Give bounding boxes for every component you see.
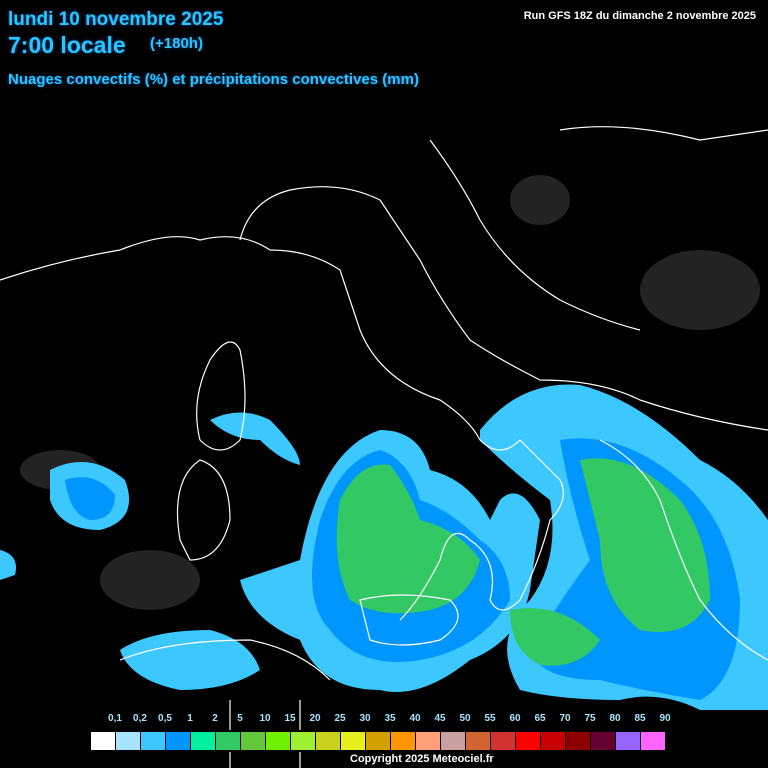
legend-color-swatch	[540, 731, 566, 751]
legend-color-swatch	[490, 731, 516, 751]
legend-label: 30	[359, 713, 371, 724]
legend-color-swatch	[265, 731, 291, 751]
legend-label: 50	[459, 713, 471, 724]
legend-label: 90	[659, 713, 671, 724]
legend-label: 10	[259, 713, 271, 724]
legend-color-swatch	[590, 731, 616, 751]
legend-color-swatch	[390, 731, 416, 751]
legend-color-swatch	[440, 731, 466, 751]
model-run-info: Run GFS 18Z du dimanche 2 novembre 2025	[523, 10, 756, 22]
legend-label: 0,2	[133, 713, 147, 724]
legend-color-swatch	[215, 731, 241, 751]
legend-label: 40	[409, 713, 421, 724]
parameter-title: Nuages convectifs (%) et précipitations …	[8, 71, 419, 88]
legend-label: 2	[212, 713, 218, 724]
legend-color-swatch	[415, 731, 441, 751]
legend-label: 65	[534, 713, 546, 724]
color-scale-legend	[90, 730, 667, 752]
legend-label: 80	[609, 713, 621, 724]
legend-color-swatch	[190, 731, 216, 751]
legend-label: 35	[384, 713, 396, 724]
copyright: Copyright 2025 Meteociel.fr	[350, 753, 494, 765]
legend-color-swatch	[115, 731, 141, 751]
legend-color-swatch	[290, 731, 316, 751]
legend-label: 75	[584, 713, 596, 724]
coastlines-borders	[0, 126, 768, 768]
precipitation-heavy	[336, 458, 710, 666]
legend-label: 55	[484, 713, 496, 724]
legend-label: 5	[237, 713, 243, 724]
forecast-local-time: 7:00 locale	[8, 32, 126, 58]
legend-color-swatch	[640, 731, 666, 751]
legend-color-swatch	[140, 731, 166, 751]
legend-color-swatch	[365, 731, 391, 751]
legend-color-swatch	[240, 731, 266, 751]
legend-label: 85	[634, 713, 646, 724]
legend-label: 70	[559, 713, 571, 724]
legend-color-swatch	[340, 731, 366, 751]
legend-color-swatch	[315, 731, 341, 751]
legend-label: 0,1	[108, 713, 122, 724]
legend-label: 20	[309, 713, 321, 724]
legend-color-swatch	[565, 731, 591, 751]
legend-label: 1	[187, 713, 193, 724]
legend-label: 45	[434, 713, 446, 724]
legend-color-swatch	[515, 731, 541, 751]
legend-color-swatch	[615, 731, 641, 751]
legend-label: 60	[509, 713, 521, 724]
legend-color-swatch	[90, 731, 116, 751]
legend-label: 15	[284, 713, 296, 724]
legend-color-swatch	[465, 731, 491, 751]
legend-color-swatch	[165, 731, 191, 751]
forecast-date: lundi 10 novembre 2025	[8, 9, 224, 30]
legend-label: 25	[334, 713, 346, 724]
forecast-lead-time: (+180h)	[150, 35, 203, 52]
legend-label: 0,5	[158, 713, 172, 724]
